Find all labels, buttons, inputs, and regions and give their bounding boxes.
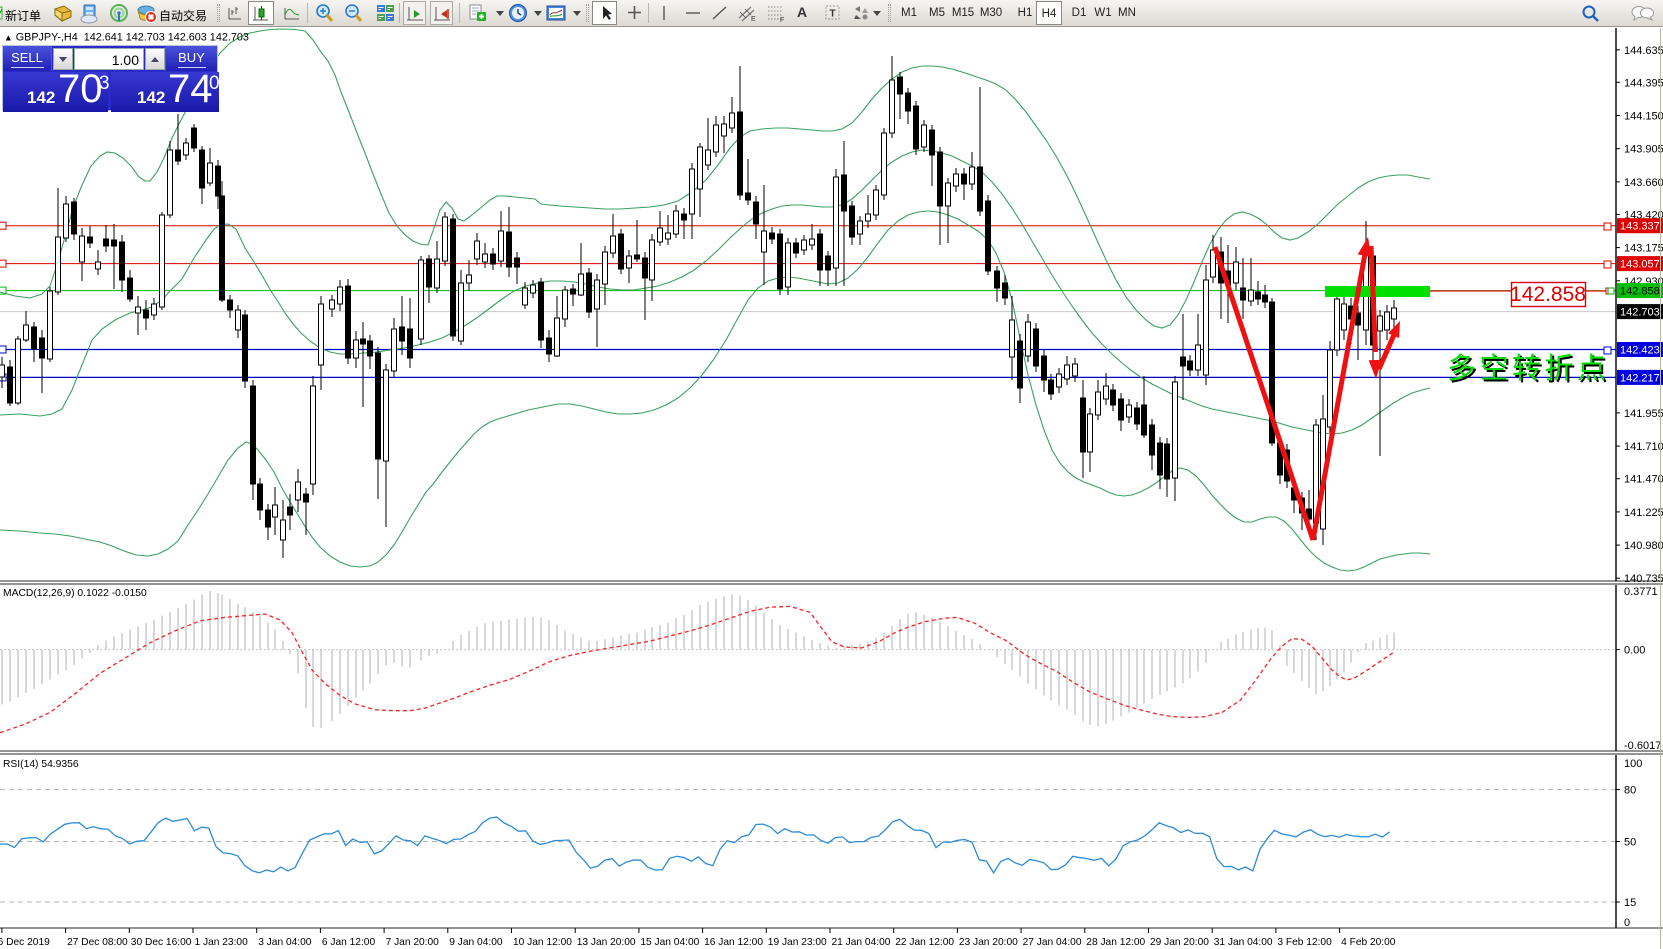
svg-text:142.858: 142.858 [1510,283,1586,306]
svg-text:80: 80 [1624,785,1636,797]
svg-text:19 Jan 23:00: 19 Jan 23:00 [768,937,827,948]
svg-text:13 Jan 20:00: 13 Jan 20:00 [577,937,636,948]
svg-text:MACD(12,26,9) 0.1022 -0.0150: MACD(12,26,9) 0.1022 -0.0150 [3,588,147,599]
svg-text:T: T [830,9,836,20]
svg-text:15 Jan 04:00: 15 Jan 04:00 [640,937,699,948]
svg-text:142.703: 142.703 [1620,307,1660,319]
svg-text:-0.6017: -0.6017 [1624,740,1661,752]
svg-text:144.635: 144.635 [1624,45,1663,57]
svg-text:16 Jan 12:00: 16 Jan 12:00 [704,937,763,948]
svg-text:143.175: 143.175 [1624,243,1663,255]
svg-text:F: F [780,17,784,24]
svg-text:142.423: 142.423 [1620,345,1660,357]
svg-text:0.00: 0.00 [1624,645,1645,657]
svg-text:1 Jan 23:00: 1 Jan 23:00 [195,937,249,948]
svg-text:0.3771: 0.3771 [1624,586,1658,598]
svg-text:23 Jan 20:00: 23 Jan 20:00 [959,937,1018,948]
svg-text:143.057: 143.057 [1620,259,1660,271]
svg-text:140.735: 140.735 [1624,573,1663,585]
svg-text:143.660: 143.660 [1624,177,1663,189]
svg-text:3 Feb 12:00: 3 Feb 12:00 [1277,937,1332,948]
svg-text:142.858: 142.858 [1620,286,1660,298]
svg-text:144.395: 144.395 [1624,77,1663,89]
svg-text:6 Jan 12:00: 6 Jan 12:00 [322,937,376,948]
svg-text:100: 100 [1624,758,1642,770]
svg-text:10 Jan 12:00: 10 Jan 12:00 [513,937,572,948]
svg-text:144.150: 144.150 [1624,111,1663,123]
svg-text:27 Jan 04:00: 27 Jan 04:00 [1023,937,1082,948]
svg-text:28 Jan 12:00: 28 Jan 12:00 [1086,937,1145,948]
svg-text:21 Jan 04:00: 21 Jan 04:00 [832,937,891,948]
svg-text:27 Dec 08:00: 27 Dec 08:00 [67,937,128,948]
svg-text:0: 0 [1624,917,1630,929]
svg-text:26 Dec 2019: 26 Dec 2019 [0,937,50,948]
svg-text:15: 15 [1624,897,1636,909]
svg-text:9 Jan 04:00: 9 Jan 04:00 [449,937,503,948]
svg-text:141.470: 141.470 [1624,474,1663,486]
svg-text:多空转折点: 多空转折点 [1449,354,1612,387]
svg-text:RSI(14) 54.9356: RSI(14) 54.9356 [3,759,79,770]
svg-text:4 Feb 20:00: 4 Feb 20:00 [1341,937,1396,948]
svg-text:143.905: 143.905 [1624,144,1663,156]
svg-text:140.980: 140.980 [1624,540,1663,552]
svg-text:多空转折点: 多空转折点 [1447,352,1610,385]
svg-text:141.955: 141.955 [1624,408,1663,420]
svg-text:141.225: 141.225 [1624,507,1663,519]
svg-text:3 Jan 04:00: 3 Jan 04:00 [258,937,312,948]
svg-text:142.217: 142.217 [1620,372,1660,384]
svg-text:E: E [751,16,756,23]
svg-text:31 Jan 04:00: 31 Jan 04:00 [1214,937,1273,948]
svg-text:143.337: 143.337 [1620,221,1660,233]
svg-text:30 Dec 16:00: 30 Dec 16:00 [131,937,192,948]
svg-text:▲ GBPJPY-,H4 142.641 142.703: ▲ GBPJPY-,H4 142.641 142.703 142.603 142… [4,32,249,44]
svg-text:7 Jan 20:00: 7 Jan 20:00 [386,937,440,948]
svg-text:29 Jan 20:00: 29 Jan 20:00 [1150,937,1209,948]
svg-text:22 Jan 12:00: 22 Jan 12:00 [895,937,954,948]
svg-text:50: 50 [1624,837,1636,849]
svg-text:141.710: 141.710 [1624,441,1663,453]
